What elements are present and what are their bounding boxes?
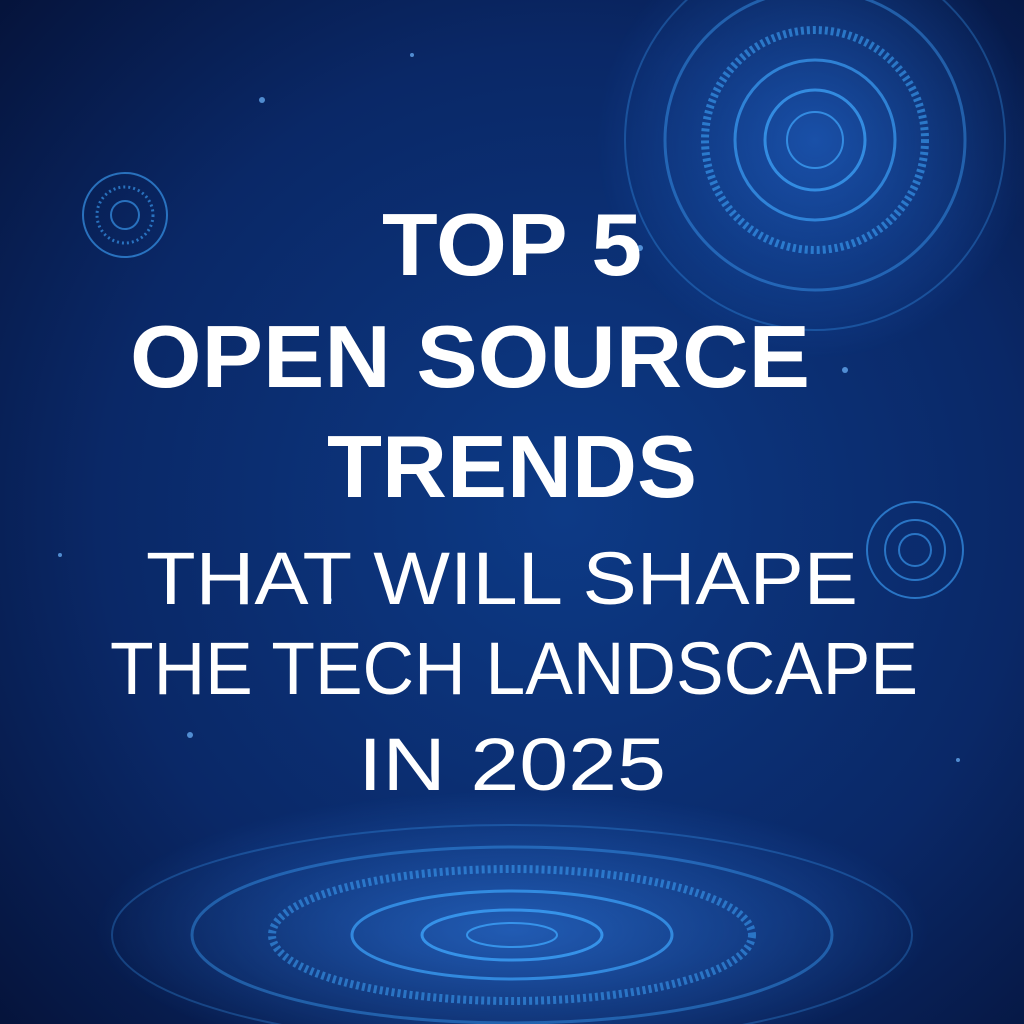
subheadline-line: THE TECH LANDSCAPE <box>110 627 918 710</box>
headline-line: TRENDS <box>327 417 697 516</box>
decor-bottom <box>92 790 932 1024</box>
headline-line: OPEN SOURCE <box>130 307 810 406</box>
decor-top-right <box>595 0 1024 360</box>
subheadline-line: IN 2025 <box>358 723 666 806</box>
dots <box>58 53 960 762</box>
decor-left <box>82 172 168 258</box>
headline-line: TOP 5 <box>382 195 642 294</box>
subheadline-line: THAT WILL SHAPE <box>146 537 858 620</box>
decor-right <box>866 501 964 599</box>
